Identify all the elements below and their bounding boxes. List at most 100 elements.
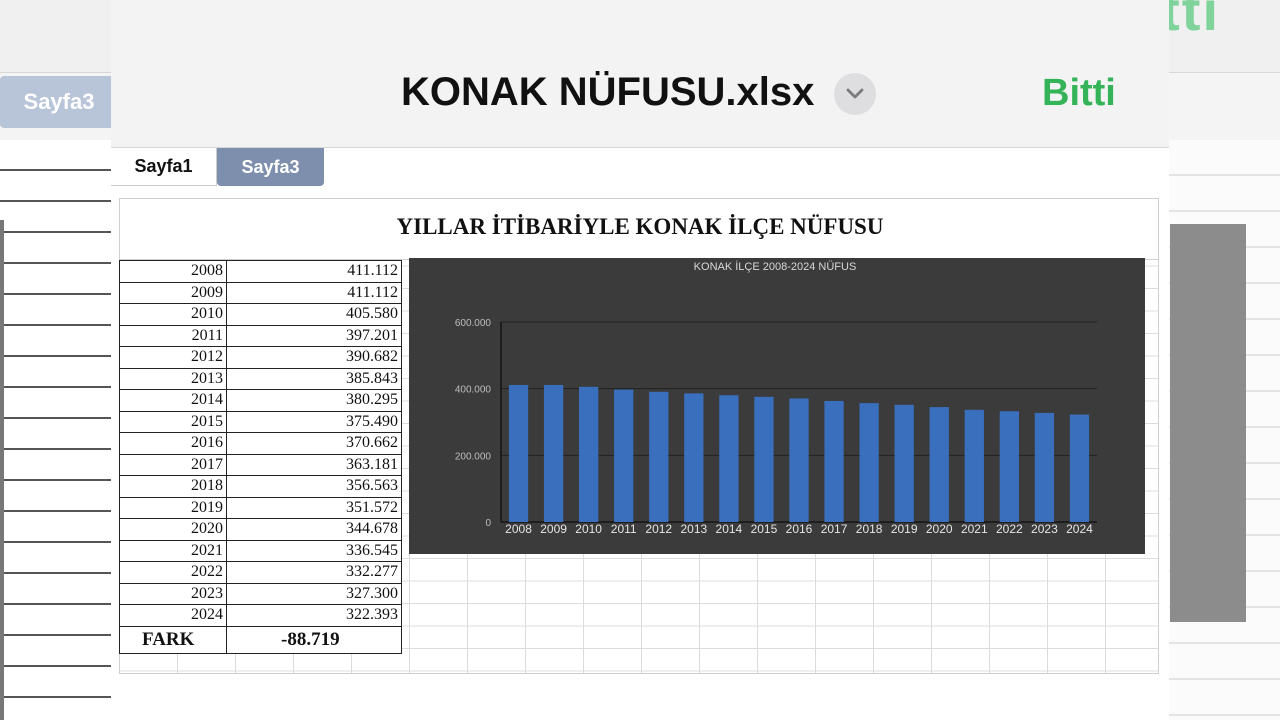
year-cell[interactable]: 2024: [119, 604, 227, 627]
population-cell[interactable]: 332.277: [226, 561, 402, 584]
chart-bar: [614, 389, 634, 522]
chart-bar: [1069, 414, 1090, 522]
file-title: KONAK NÜFUSU.xlsx: [401, 70, 815, 114]
table-row: 2012 390.682: [119, 346, 402, 369]
chevron-down-icon: [846, 88, 864, 99]
x-tick-label: 2010: [575, 522, 602, 536]
population-cell[interactable]: 344.678: [226, 518, 402, 541]
population-cell[interactable]: 405.580: [226, 303, 402, 326]
file-options-button[interactable]: [834, 73, 876, 115]
population-cell[interactable]: 375.490: [226, 410, 402, 433]
population-cell[interactable]: 390.682: [226, 346, 402, 369]
table-row: 2015 375.490: [119, 410, 402, 433]
population-cell[interactable]: 411.112: [226, 281, 402, 304]
background-sheet-tab: Sayfa3: [0, 76, 118, 128]
chart-bar: [824, 400, 844, 522]
population-cell[interactable]: 385.843: [226, 367, 402, 390]
population-table: 2008 411.112 2009 411.112 2010 405.580 2011 397…: [119, 260, 402, 654]
done-button[interactable]: Bitti: [1042, 72, 1116, 114]
population-cell[interactable]: 356.563: [226, 475, 402, 498]
x-tick-label: 2012: [645, 522, 672, 536]
chart-bar: [754, 396, 774, 522]
table-row: 2024 322.393: [119, 604, 402, 627]
population-cell[interactable]: 370.662: [226, 432, 402, 455]
population-cell[interactable]: 336.545: [226, 539, 402, 562]
table-row: 2011 397.201: [119, 324, 402, 347]
year-cell[interactable]: 2017: [119, 453, 227, 476]
spreadsheet-preview: KONAK NÜFUSU.xlsx Bitti Sayfa1 Sayfa3 YI…: [111, 0, 1169, 720]
year-cell[interactable]: 2020: [119, 518, 227, 541]
year-cell[interactable]: 2008: [119, 260, 227, 283]
year-cell[interactable]: 2018: [119, 475, 227, 498]
x-tick-label: 2020: [926, 522, 953, 536]
chart-bar: [1034, 412, 1055, 522]
chart-bar: [543, 384, 564, 522]
year-cell[interactable]: 2014: [119, 389, 227, 412]
population-cell[interactable]: 327.300: [226, 582, 402, 605]
difference-value-cell[interactable]: -88.719: [226, 625, 402, 654]
chart-bar: [894, 404, 914, 522]
year-cell[interactable]: 2019: [119, 496, 227, 519]
tab-sayfa3[interactable]: Sayfa3: [217, 148, 324, 186]
table-row: 2019 351.572: [119, 496, 402, 519]
year-cell[interactable]: 2013: [119, 367, 227, 390]
year-cell[interactable]: 2011: [119, 324, 227, 347]
table-row: 2023 327.300: [119, 582, 402, 605]
background-grid-edge: [0, 220, 4, 720]
population-cell[interactable]: 397.201: [226, 324, 402, 347]
year-cell[interactable]: 2022: [119, 561, 227, 584]
table-row: 2013 385.843: [119, 367, 402, 390]
y-tick-label: 600.000: [455, 318, 492, 329]
table-row: 2008 411.112: [119, 260, 402, 283]
population-cell[interactable]: 380.295: [226, 389, 402, 412]
population-cell[interactable]: 351.572: [226, 496, 402, 519]
population-cell[interactable]: 322.393: [226, 604, 402, 627]
year-cell[interactable]: 2012: [119, 346, 227, 369]
chart-bar: [999, 411, 1019, 522]
table-row: 2021 336.545: [119, 539, 402, 562]
table-row: 2009 411.112: [119, 281, 402, 304]
x-tick-label: 2008: [505, 522, 532, 536]
tab-sayfa1[interactable]: Sayfa1: [111, 148, 217, 186]
chart-bar: [719, 395, 739, 522]
population-bar-chart: KONAK İLÇE 2008-2024 NÜFUS 0 200.000 400.00…: [409, 258, 1145, 554]
chart-bar: [929, 407, 949, 522]
table-row: 2020 344.678: [119, 518, 402, 541]
x-tick-label: 2017: [821, 522, 848, 536]
population-cell[interactable]: 363.181: [226, 453, 402, 476]
table-row: 2017 363.181: [119, 453, 402, 476]
y-tick-label: 200.000: [455, 451, 492, 462]
preview-header: KONAK NÜFUSU.xlsx Bitti: [111, 0, 1169, 148]
year-cell[interactable]: 2023: [119, 582, 227, 605]
sheet-title: YILLAR İTİBARİYLE KONAK İLÇE NÜFUSU: [396, 214, 884, 239]
year-cell[interactable]: 2015: [119, 410, 227, 433]
year-cell[interactable]: 2021: [119, 539, 227, 562]
x-tick-label: 2024: [1066, 522, 1093, 536]
population-cell[interactable]: 411.112: [226, 260, 402, 283]
year-cell[interactable]: 2009: [119, 281, 227, 304]
background-grid-left: [0, 140, 112, 720]
table-row: 2016 370.662: [119, 432, 402, 455]
table-row: 2010 405.580: [119, 303, 402, 326]
chart-bar: [859, 403, 879, 522]
x-tick-label: 2013: [680, 522, 707, 536]
x-tick-label: 2022: [996, 522, 1023, 536]
chart-bar: [964, 409, 984, 522]
chart-bar: [684, 393, 704, 522]
table-row: 2014 380.295: [119, 389, 402, 412]
x-tick-label: 2014: [716, 522, 743, 536]
background-done-label: tti: [1161, 0, 1220, 42]
chart-bar: [508, 384, 529, 522]
chart-bar: [579, 386, 599, 522]
chart-bar: [649, 391, 669, 522]
chart-title: KONAK İLÇE 2008-2024 NÜFUS: [694, 260, 857, 273]
x-tick-label: 2019: [891, 522, 918, 536]
y-tick-label: 0: [485, 518, 491, 529]
year-cell[interactable]: 2016: [119, 432, 227, 455]
x-tick-label: 2009: [540, 522, 567, 536]
y-tick-label: 400.000: [455, 385, 492, 396]
difference-label-cell[interactable]: FARK: [119, 625, 227, 654]
x-tick-label: 2016: [786, 522, 813, 536]
difference-row: FARK -88.719: [119, 625, 402, 654]
year-cell[interactable]: 2010: [119, 303, 227, 326]
